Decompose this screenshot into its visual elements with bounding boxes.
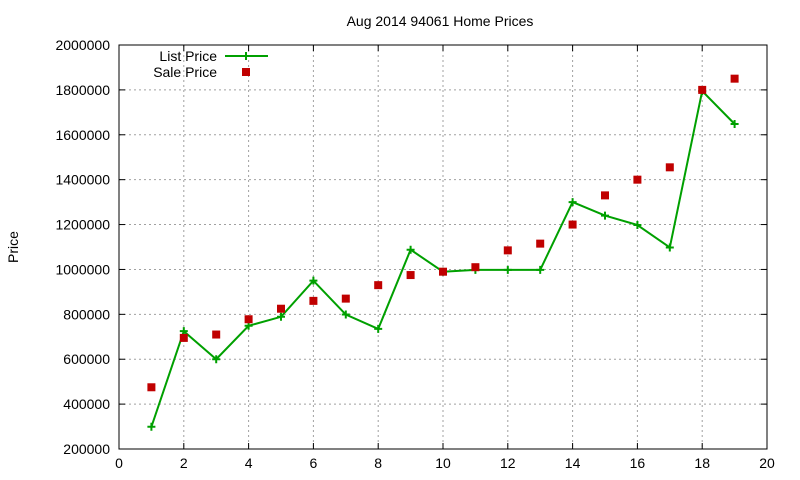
y-tick-label: 200000 [63, 441, 110, 457]
square-point [147, 383, 156, 392]
plus-point [633, 221, 642, 230]
x-tick-label: 8 [374, 455, 382, 471]
y-axis-label: Price [5, 231, 21, 263]
x-tick-label: 18 [694, 455, 710, 471]
square-point [406, 271, 415, 280]
square-point [309, 296, 318, 305]
plus-point [341, 310, 350, 319]
square-point [277, 304, 285, 313]
x-tick-label: 16 [630, 455, 646, 471]
y-tick-label: 1200000 [55, 217, 110, 233]
chart-title: Aug 2014 94061 Home Prices [347, 13, 534, 29]
y-tick-label: 2000000 [55, 37, 110, 53]
plus-point [309, 276, 318, 285]
square-point [698, 85, 707, 94]
square-point [179, 333, 188, 342]
square-point [601, 191, 609, 200]
square-point [439, 267, 447, 276]
legend-plus-swatch [242, 52, 250, 60]
x-tick-label: 4 [245, 455, 253, 471]
plus-point [503, 265, 512, 274]
y-tick-label: 400000 [63, 396, 110, 412]
square-point [374, 281, 383, 290]
square-point [341, 294, 350, 303]
grid-lines [118, 44, 768, 450]
square-point [244, 315, 253, 324]
square-point [212, 330, 221, 339]
plus-point [568, 198, 577, 207]
plus-point [374, 324, 383, 333]
plus-point [730, 120, 739, 129]
plus-point [536, 265, 545, 274]
y-tick-label: 600000 [63, 351, 110, 367]
square-point [568, 220, 577, 229]
x-tick-label: 0 [115, 455, 123, 471]
plus-point [277, 312, 285, 321]
y-tick-label: 1400000 [55, 172, 110, 188]
x-tick-labels: 0 2 4 6 8 10 12 14 16 18 20 [115, 455, 775, 471]
plus-point [601, 211, 609, 220]
series-group [147, 74, 739, 431]
plus-point [179, 327, 188, 336]
plus-point [406, 245, 415, 254]
series-list-price [147, 87, 739, 431]
plus-point [147, 422, 156, 431]
square-point [633, 175, 642, 184]
x-tick-label: 2 [180, 455, 188, 471]
plus-point [665, 243, 674, 252]
y-tick-label: 800000 [63, 306, 110, 322]
legend-label: List Price [159, 48, 217, 64]
legend-square-swatch [242, 68, 250, 76]
square-point [536, 239, 545, 248]
y-tick-label: 1600000 [55, 127, 110, 143]
legend-label: Sale Price [153, 64, 217, 80]
x-tick-label: 14 [565, 455, 581, 471]
plus-point [212, 355, 221, 364]
square-point [503, 246, 512, 255]
square-point [665, 163, 674, 172]
x-tick-label: 12 [500, 455, 516, 471]
y-tick-labels: 200000 400000 600000 800000 1000000 1200000 14… [55, 37, 110, 457]
x-tick-label: 20 [759, 455, 775, 471]
square-point [730, 74, 739, 83]
x-tick-label: 6 [310, 455, 318, 471]
series-sale-price [147, 74, 739, 392]
y-tick-label: 1800000 [55, 82, 110, 98]
square-point [471, 263, 480, 272]
x-tick-label: 10 [435, 455, 451, 471]
y-tick-label: 1000000 [55, 261, 110, 277]
plot-border [118, 44, 768, 450]
